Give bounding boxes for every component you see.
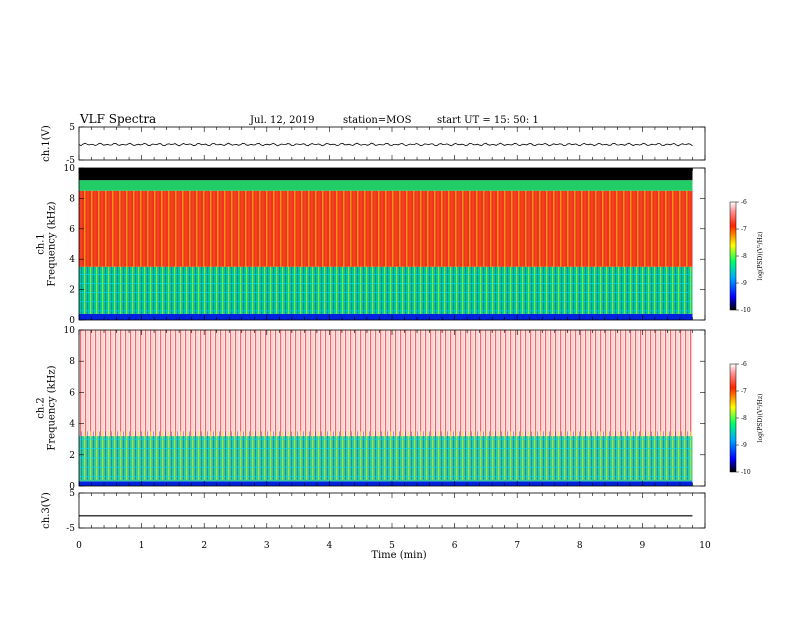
- colorbar-label: log(PSD)(V²/Hz): [757, 232, 764, 281]
- y-axis-label: ch.2: [36, 397, 47, 419]
- station-label: station=MOS: [343, 115, 412, 126]
- x-tick-label: 0: [76, 541, 82, 551]
- spectrogram-band: [79, 481, 692, 486]
- colorbar-tick-label: -7: [741, 226, 747, 233]
- x-axis-label: Time (min): [371, 550, 426, 561]
- x-tick-label: 9: [640, 541, 646, 551]
- colorbar-tick-label: -10: [741, 307, 751, 314]
- spectrogram-band: [79, 180, 692, 191]
- y-axis-label: Frequency (kHz): [47, 201, 58, 286]
- colorbar-label: log(PSD)(V²/Hz): [757, 394, 764, 443]
- x-tick-label: 3: [264, 541, 270, 551]
- x-tick-label: 2: [201, 541, 207, 551]
- spectrogram-low-streaks: [79, 267, 692, 314]
- y-axis-label: Frequency (kHz): [47, 365, 58, 450]
- y-tick-label: 4: [69, 420, 75, 430]
- y-tick-label: 10: [64, 326, 76, 336]
- colorbar: [730, 202, 736, 310]
- colorbar-tick-label: -6: [741, 199, 747, 206]
- y-tick-label: 8: [69, 194, 75, 204]
- y-tick-label: 10: [64, 164, 76, 174]
- y-tick-label: 4: [69, 255, 75, 265]
- spectrogram-streaks: [79, 330, 692, 436]
- y-tick-label: 2: [69, 286, 75, 296]
- spectrogram-band: [79, 314, 692, 320]
- x-tick-label: 10: [699, 541, 711, 551]
- y-tick-label: 5: [69, 489, 75, 499]
- colorbar-tick-label: -7: [741, 388, 747, 395]
- colorbar-tick-label: -9: [741, 442, 747, 449]
- x-tick-label: 6: [452, 541, 458, 551]
- spectrogram-streaks: [79, 191, 692, 267]
- spectrogram-band: [79, 168, 692, 180]
- y-tick-label: 8: [69, 357, 75, 367]
- y-tick-label: 0: [69, 316, 75, 326]
- colorbar-tick-label: -10: [741, 469, 751, 476]
- y-tick-label: 6: [69, 388, 75, 398]
- x-tick-label: 7: [514, 541, 520, 551]
- y-tick-label: -5: [66, 524, 75, 534]
- y-axis-label: ch.3(V): [41, 492, 52, 529]
- figure-title: VLF Spectra: [79, 112, 156, 126]
- colorbar-tick-label: -8: [741, 415, 747, 422]
- x-tick-label: 8: [577, 541, 583, 551]
- x-tick-label: 1: [139, 541, 145, 551]
- y-tick-label: 2: [69, 451, 75, 461]
- y-axis-label: ch.1(V): [41, 125, 52, 162]
- spectrogram-low-streaks: [79, 431, 692, 479]
- colorbar-tick-label: -8: [741, 253, 747, 260]
- y-axis-label: ch.1: [36, 233, 47, 255]
- panel-frame: [79, 493, 705, 528]
- colorbar-tick-label: -6: [741, 361, 747, 368]
- colorbar: [730, 364, 736, 472]
- date-label: Jul. 12, 2019: [249, 115, 315, 126]
- y-tick-label: 6: [69, 225, 75, 235]
- x-tick-label: 4: [327, 541, 333, 551]
- start-time-label: start UT = 15: 50: 1: [437, 115, 539, 126]
- colorbar-tick-label: -9: [741, 280, 747, 287]
- y-tick-label: 5: [69, 123, 75, 133]
